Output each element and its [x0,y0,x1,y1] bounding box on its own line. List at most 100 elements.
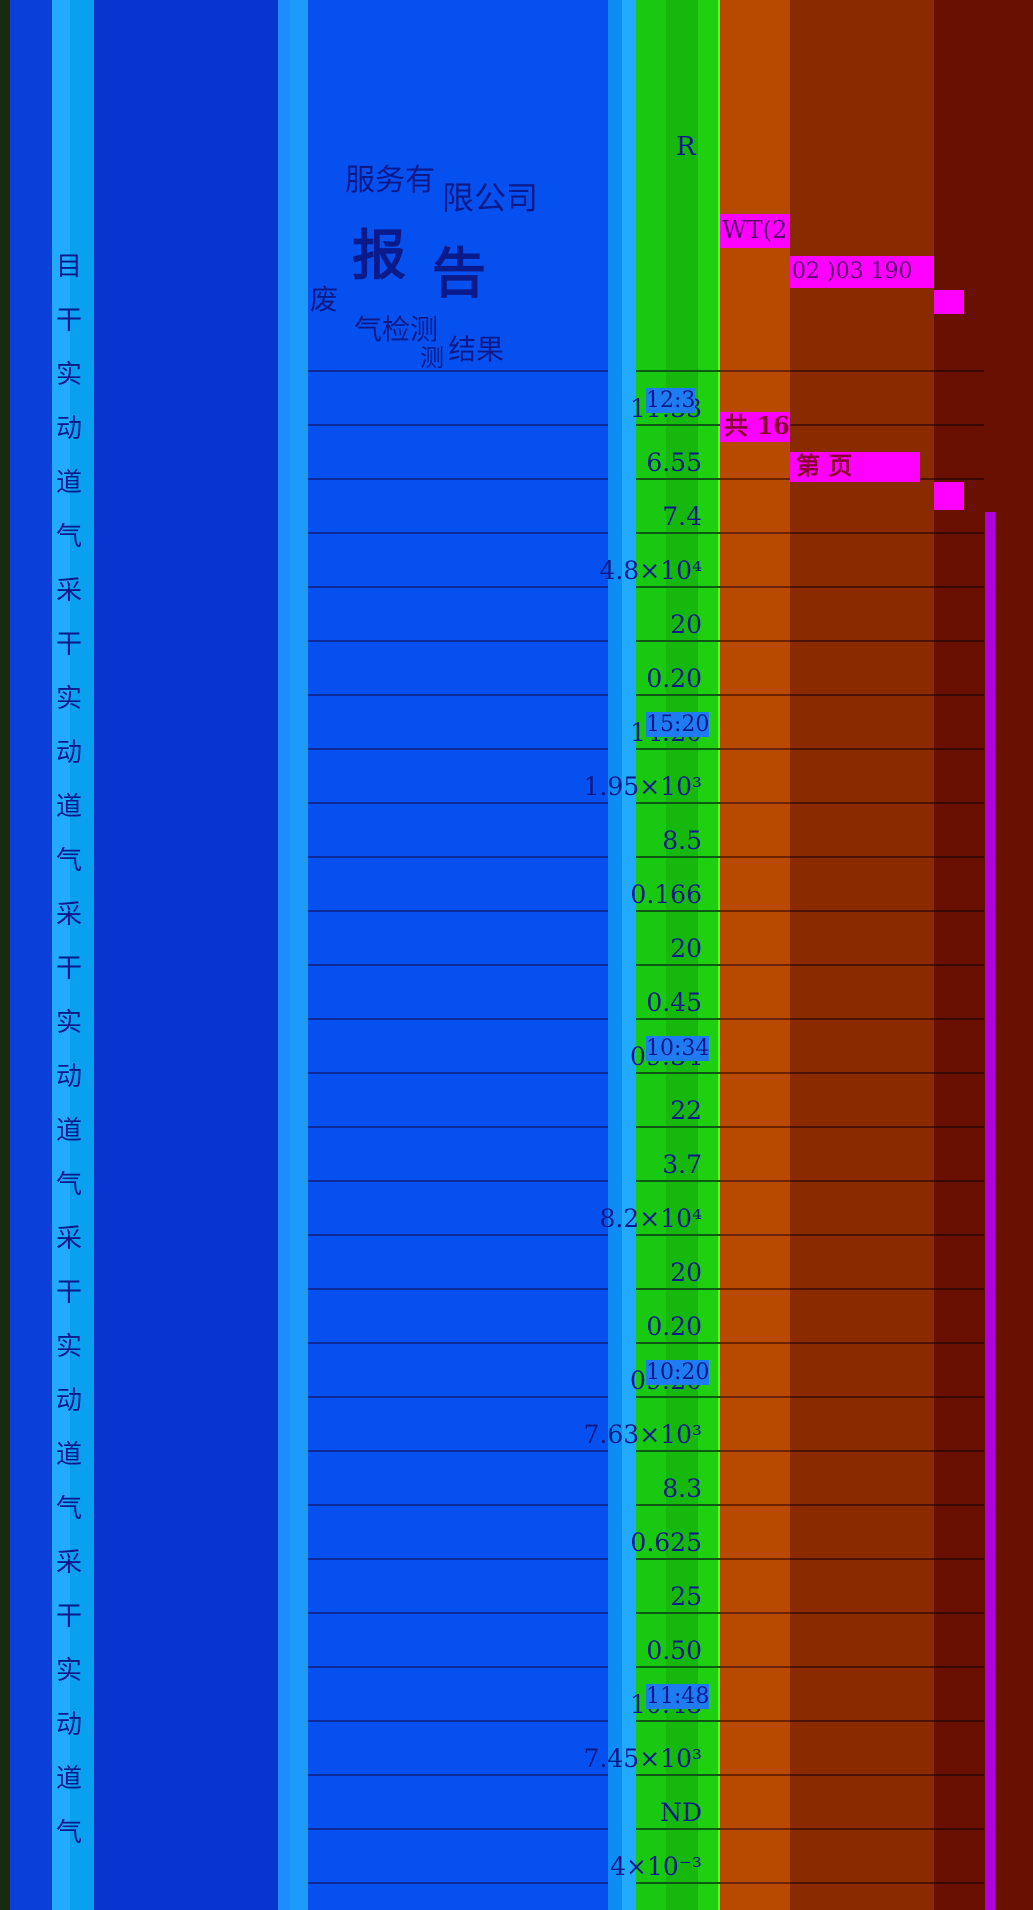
table-rule [636,1612,720,1614]
table-rule [636,1774,720,1776]
table-rule [934,910,984,912]
band-green-3 [698,0,718,1910]
left-column-label: 采 [56,900,83,930]
table-rule [790,1450,934,1452]
table-rule [636,856,720,858]
table-rule [934,532,984,534]
table-rule [636,1234,720,1236]
table-rule [934,1720,984,1722]
table-rule [308,370,608,372]
table-rule [790,1288,934,1290]
table-rule [308,1774,608,1776]
table-rule [308,1342,608,1344]
table-rule [720,1288,790,1290]
table-rule [308,1558,608,1560]
left-column-label: 道 [56,1116,83,1146]
table-rule [308,424,608,426]
table-rule [636,1666,720,1668]
table-rule [636,964,720,966]
table-rule [636,802,720,804]
band-magenta-stripe [985,512,995,1910]
table-rule [790,1504,934,1506]
table-rule [934,424,984,426]
page-total: 共 16 [724,411,790,440]
table-cell-time-end: 10:20 [646,1360,710,1385]
band-green-2 [666,0,698,1910]
table-rule [720,802,790,804]
table-rule [636,1180,720,1182]
waste-fragment: 废 [310,283,339,316]
table-rule [636,478,720,480]
table-rule [720,1450,790,1452]
table-cell-value: 7.45×10³ [583,1744,702,1773]
page-current-block [790,452,920,482]
left-column-label: 气 [56,522,83,552]
table-rule [720,694,790,696]
table-rule [790,694,934,696]
left-column-label: 干 [56,1602,83,1632]
table-rule [790,424,934,426]
left-column-label: 动 [56,1062,83,1092]
band-cyan-1 [52,0,70,1910]
band-brown [790,0,934,1910]
left-column-label: 采 [56,1548,83,1578]
page-total-block [720,412,790,442]
table-cell-value: 4.8×10⁴ [599,556,702,585]
left-column-label: 道 [56,792,83,822]
table-cell-value: 8.3 [662,1474,702,1503]
table-rule [308,1666,608,1668]
table-rule [934,1612,984,1614]
report-title-left: 报 [352,223,406,287]
table-rule [308,694,608,696]
left-column-label: 动 [56,738,83,768]
table-rule [308,1126,608,1128]
table-rule [790,1018,934,1020]
table-rule [308,1720,608,1722]
table-rule [934,1504,984,1506]
table-rule [790,1072,934,1074]
table-rule [636,586,720,588]
table-cell-value: 0.166 [630,880,702,909]
table-rule [934,1450,984,1452]
table-rule [308,640,608,642]
table-rule [308,1072,608,1074]
table-cell-value: ND [660,1798,702,1827]
table-rule [934,586,984,588]
table-rule [720,1558,790,1560]
left-column-label: 道 [56,468,83,498]
table-rule [934,1828,984,1830]
table-rule [720,1720,790,1722]
report-date: 02 )03 190 [792,259,913,284]
table-rule [934,1882,984,1884]
company-fragment: 服务有 [345,163,435,198]
table-rule [308,1450,608,1452]
left-column-label: 实 [56,1332,83,1362]
table-rule [308,1612,608,1614]
report-no-block [720,214,790,248]
table-rule [308,910,608,912]
table-rule [790,370,934,372]
table-rule [934,856,984,858]
table-cell-value: 20 [670,1258,702,1287]
left-column-label: 动 [56,1710,83,1740]
table-rule [790,1180,934,1182]
table-rule [790,1666,934,1668]
table-rule [720,1612,790,1614]
left-column-label: 采 [56,576,83,606]
table-rule [636,424,720,426]
left-column-label: 气 [56,1170,83,1200]
left-column-label: 采 [56,1224,83,1254]
band-cyan-2 [70,0,94,1910]
table-cell-time-end: 15:20 [646,712,710,737]
left-column-label: 干 [56,306,83,336]
table-rule [790,1396,934,1398]
table-cell-value: 0.20 [646,664,702,693]
table-rule [934,694,984,696]
table-rule [720,856,790,858]
table-rule [636,1504,720,1506]
table-rule [308,1180,608,1182]
left-column-label: 实 [56,684,83,714]
table-rule [636,640,720,642]
table-cell-value: 1.95×10³ [583,772,702,801]
report-title-right: 告 [432,241,486,305]
